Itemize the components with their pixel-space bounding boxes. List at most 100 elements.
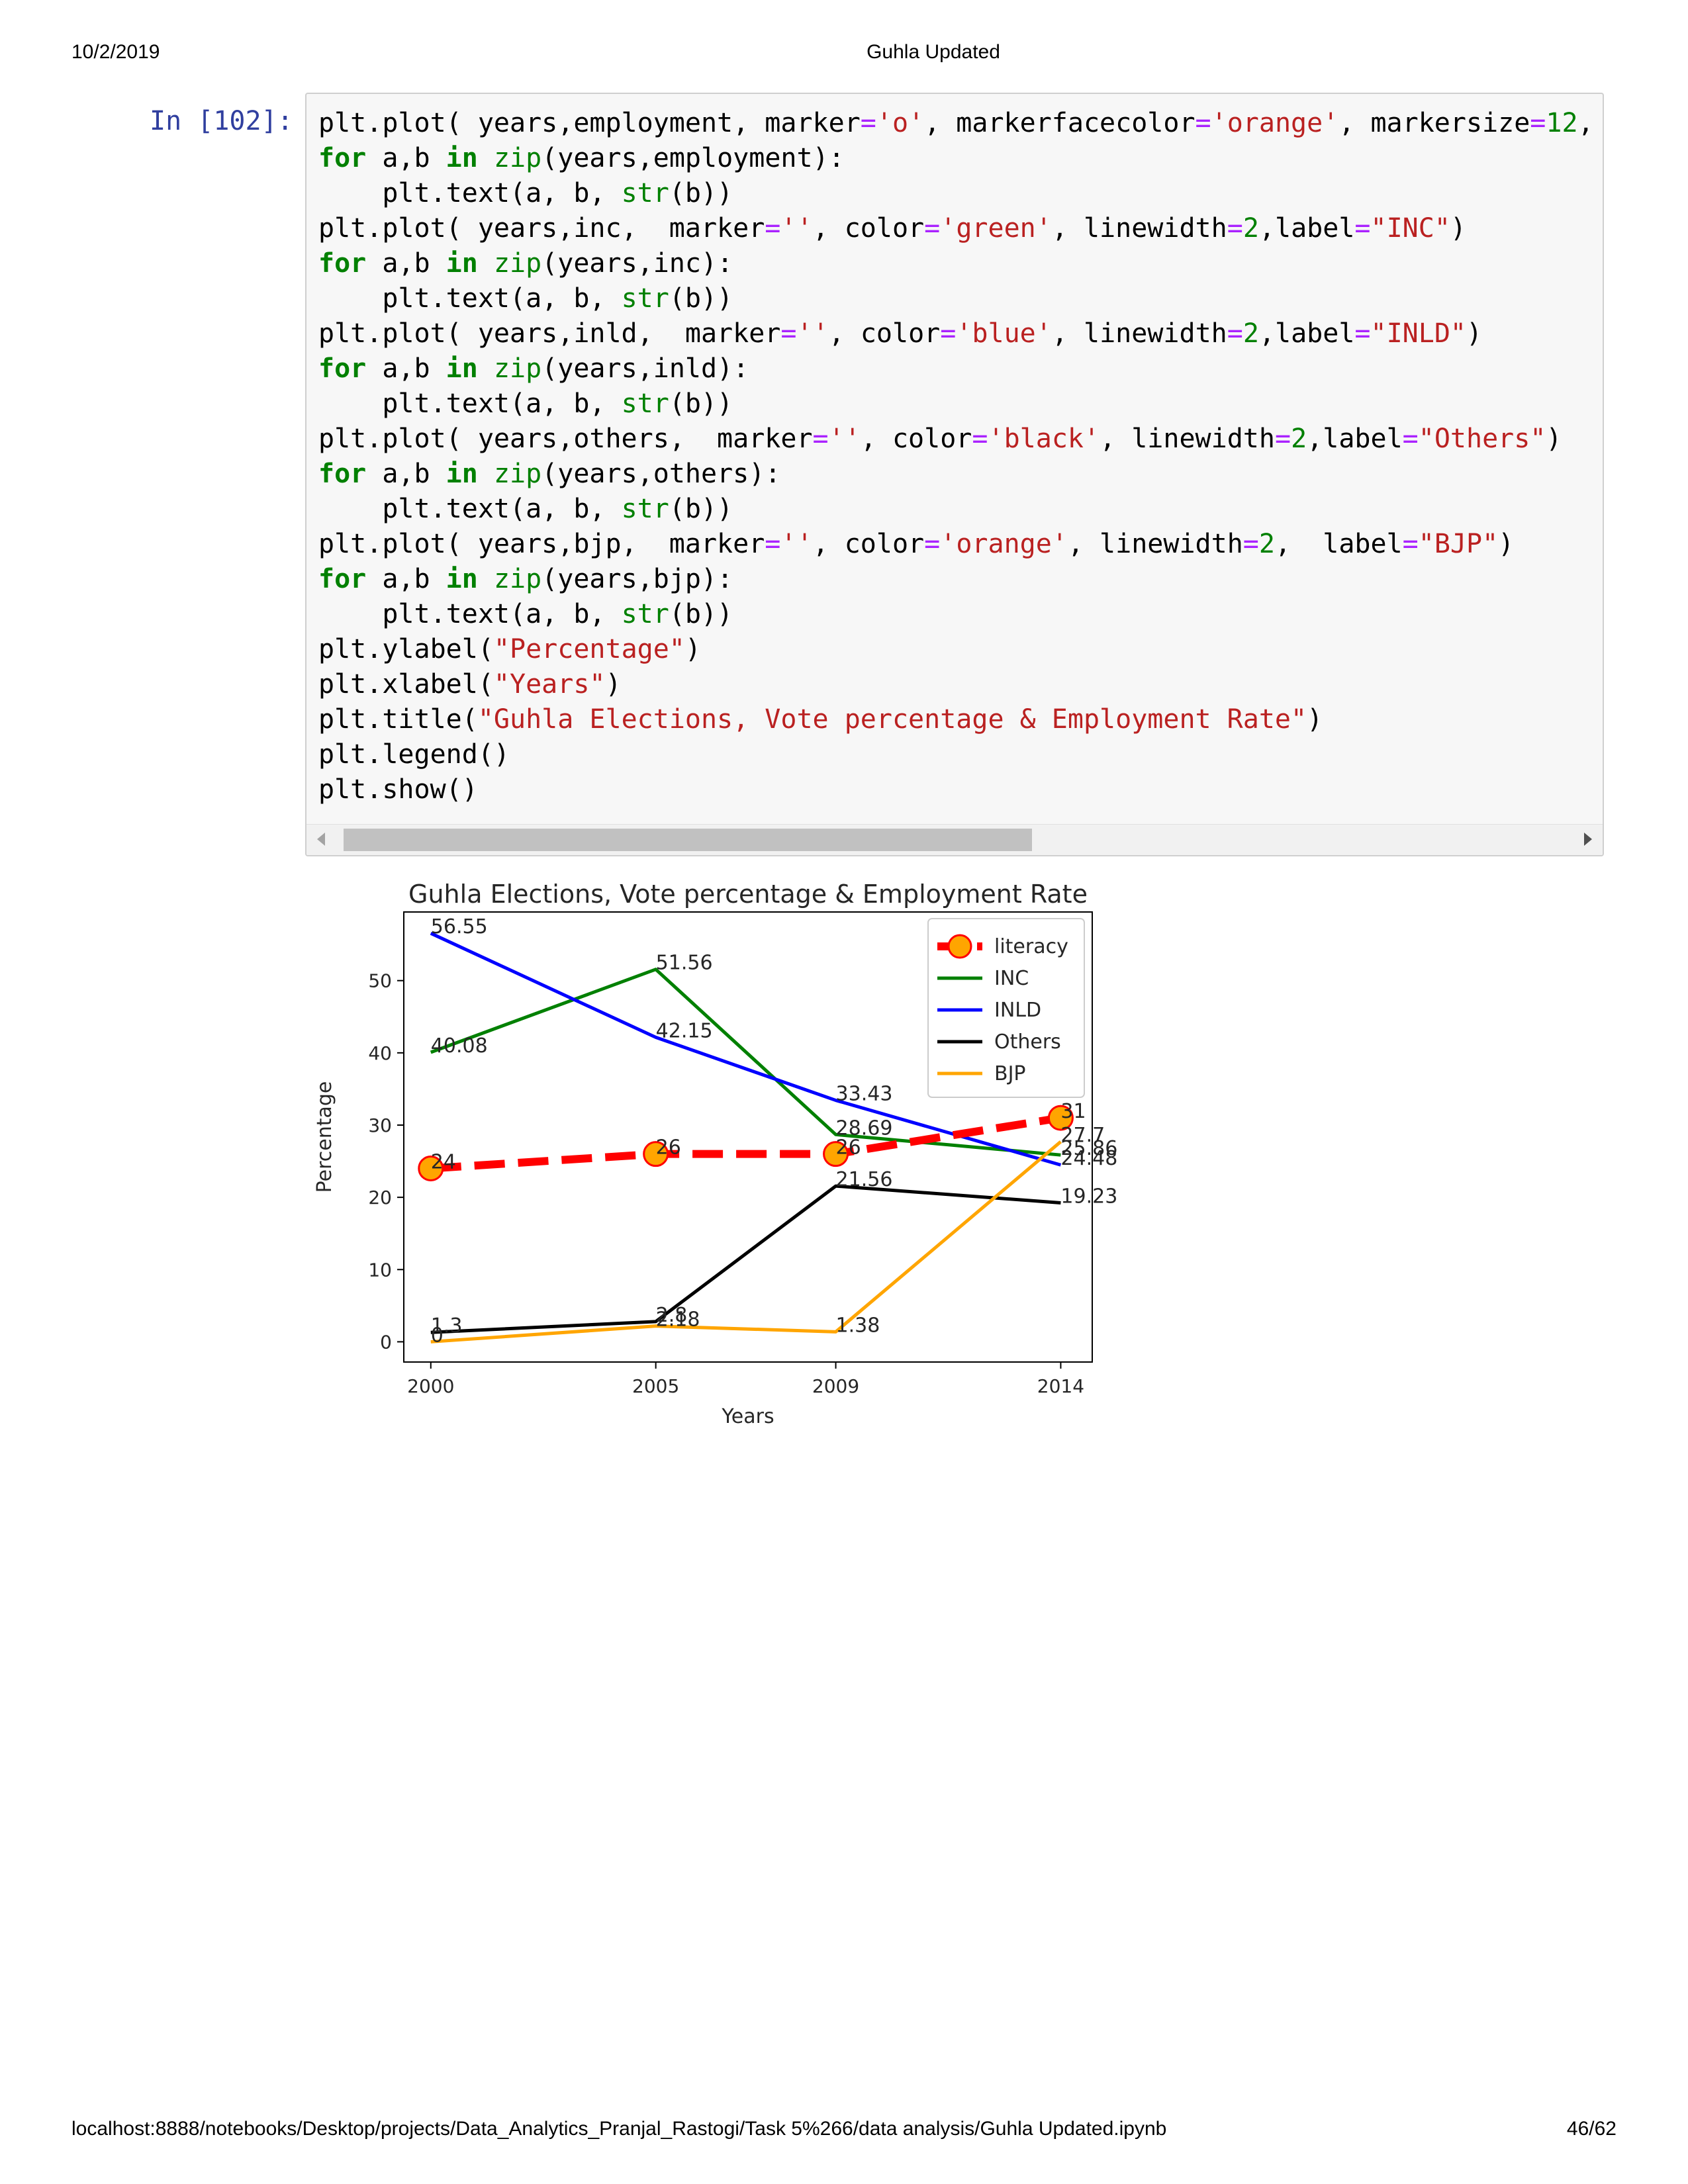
data-label-literacy: 26 <box>656 1136 681 1160</box>
code-token: 'o' <box>876 108 925 138</box>
code-token: (b)) <box>669 494 733 524</box>
x-tick-label: 2000 <box>407 1375 454 1397</box>
scroll-left-arrow-icon[interactable] <box>317 833 325 846</box>
code-token: = <box>1402 529 1419 559</box>
code-token: ) <box>1498 529 1515 559</box>
code-line: for a,b in zip(years,bjp): <box>318 564 733 594</box>
x-axis-label: Years <box>721 1405 774 1428</box>
line-chart: Guhla Elections, Vote percentage & Emplo… <box>313 880 1117 1428</box>
code-token: plt.text(a, b, <box>318 599 622 629</box>
code-token: zip <box>493 459 542 489</box>
page-date: 10/2/2019 <box>71 41 160 63</box>
code-token: (b)) <box>669 178 733 208</box>
code-token: (years,employment): <box>541 143 845 173</box>
y-tick-label: 10 <box>368 1259 392 1281</box>
code-line: plt.text(a, b, str(b)) <box>318 283 733 314</box>
code-token: str <box>621 283 669 314</box>
code-token: "Years" <box>493 669 606 700</box>
code-token: plt.show() <box>318 774 478 805</box>
code-token: (years,others): <box>541 459 781 489</box>
code-token: ) <box>684 634 701 664</box>
code-token: (years,bjp): <box>541 564 733 594</box>
code-line: plt.text(a, b, str(b)) <box>318 388 733 419</box>
code-line: plt.text(a, b, str(b)) <box>318 178 733 208</box>
code-token <box>478 143 494 173</box>
data-label-inld: 33.43 <box>836 1083 893 1106</box>
code-token: plt.plot( years,bjp, marker <box>318 529 765 559</box>
code-token: 2 <box>1291 424 1307 454</box>
code-token: , markersize <box>1338 108 1530 138</box>
code-token: str <box>621 494 669 524</box>
page-url: localhost:8888/notebooks/Desktop/project… <box>71 2118 1167 2140</box>
y-tick-label: 50 <box>368 970 392 992</box>
code-token: '' <box>780 529 813 559</box>
code-token: for <box>318 248 367 279</box>
code-cell[interactable]: plt.plot( years,employment, marker='o', … <box>305 93 1604 856</box>
code-token: a,b <box>366 143 446 173</box>
data-label-bjp: 27.7 <box>1060 1124 1105 1147</box>
code-token: = <box>1354 318 1371 349</box>
code-line: for a,b in zip(years,inc): <box>318 248 733 279</box>
code-token: a,b <box>366 248 446 279</box>
code-token: in <box>445 353 478 384</box>
code-editor[interactable]: plt.plot( years,employment, marker='o', … <box>318 106 1594 807</box>
data-label-literacy: 24 <box>431 1150 456 1173</box>
code-token: , linewidth <box>1051 318 1227 349</box>
horizontal-scrollbar[interactable] <box>306 824 1603 855</box>
code-token: = <box>765 529 781 559</box>
code-token: str <box>621 178 669 208</box>
code-token: , markerfacecolor <box>924 108 1196 138</box>
code-token: plt.text(a, b, <box>318 388 622 419</box>
code-token: = <box>765 213 781 244</box>
code-token: 2 <box>1258 529 1275 559</box>
code-line: plt.ylabel("Percentage") <box>318 634 701 664</box>
code-token: zip <box>493 248 542 279</box>
code-line: plt.plot( years,others, marker='', color… <box>318 424 1562 454</box>
cell-prompt: In [102]: <box>150 106 293 136</box>
x-tick-label: 2014 <box>1037 1375 1084 1397</box>
legend-label-bjp: BJP <box>994 1062 1026 1085</box>
series-line-literacy <box>430 1114 1062 1173</box>
code-token: = <box>1227 213 1243 244</box>
code-token: , linewidth <box>1100 424 1275 454</box>
code-token: (b)) <box>669 388 733 419</box>
scroll-thumb[interactable] <box>344 829 1032 851</box>
code-line: plt.plot( years,employment, marker='o', … <box>318 108 1594 138</box>
data-label-others: 2.8 <box>656 1304 688 1327</box>
code-token: plt.text(a, b, <box>318 494 622 524</box>
scroll-right-arrow-icon[interactable] <box>1584 833 1592 846</box>
x-tick-label: 2009 <box>812 1375 859 1397</box>
code-token: 'orange' <box>940 529 1068 559</box>
code-token: , color <box>828 318 941 349</box>
code-line: plt.text(a, b, str(b)) <box>318 494 733 524</box>
code-token: (years,inc): <box>541 248 733 279</box>
data-label-inc: 40.08 <box>431 1034 488 1058</box>
code-token: plt.xlabel( <box>318 669 494 700</box>
data-label-inc: 28.69 <box>836 1116 893 1140</box>
code-token <box>478 248 494 279</box>
code-token: = <box>780 318 797 349</box>
code-token: '' <box>796 318 829 349</box>
code-token: 2 <box>1243 318 1259 349</box>
code-token: 'orange' <box>1211 108 1339 138</box>
code-token: in <box>445 459 478 489</box>
code-line: plt.plot( years,inc, marker='', color='g… <box>318 213 1466 244</box>
code-token: "Guhla Elections, Vote percentage & Empl… <box>477 704 1307 735</box>
code-token: plt.title( <box>318 704 478 735</box>
code-token: ) <box>1450 213 1467 244</box>
code-line: plt.legend() <box>318 739 510 770</box>
data-point-literacy <box>1047 1105 1074 1131</box>
page-number: 46/62 <box>1566 2118 1617 2140</box>
code-token: = <box>1243 529 1259 559</box>
code-line: plt.title("Guhla Elections, Vote percent… <box>318 704 1323 735</box>
code-token <box>478 459 494 489</box>
x-tick-label: 2005 <box>632 1375 679 1397</box>
y-tick-label: 40 <box>368 1042 392 1064</box>
legend-label-literacy: literacy <box>994 935 1068 958</box>
code-token: '' <box>780 213 813 244</box>
code-token: ,label <box>1258 318 1355 349</box>
code-token: "INC" <box>1370 213 1450 244</box>
code-token: zip <box>493 143 542 173</box>
code-token: (b)) <box>669 283 733 314</box>
data-label-inld: 42.15 <box>656 1019 713 1042</box>
